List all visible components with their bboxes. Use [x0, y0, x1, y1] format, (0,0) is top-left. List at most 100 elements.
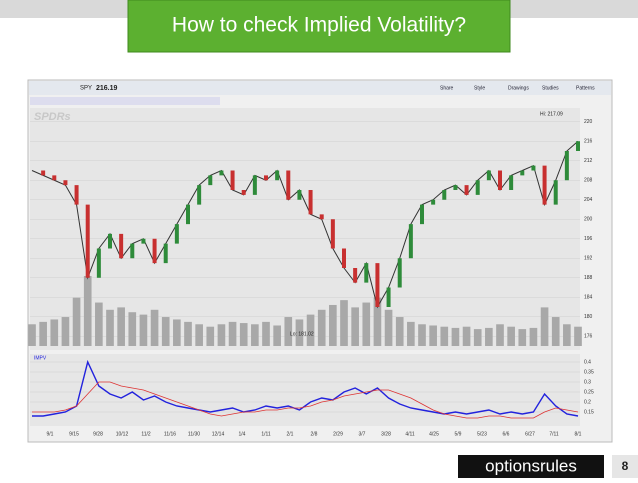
- candle: [431, 199, 436, 205]
- volume-bar: [184, 321, 192, 346]
- high-label: Hi: 217.09: [540, 111, 563, 117]
- candle: [397, 258, 402, 288]
- y2-tick-label: 0.15: [584, 409, 594, 415]
- toolbar-button: Studies: [542, 85, 559, 91]
- candle: [186, 204, 190, 225]
- x-tick-label: 2/29: [333, 431, 343, 437]
- y2-tick-label: 0.35: [584, 369, 594, 375]
- x-tick-label: 2/8: [311, 431, 318, 437]
- candle: [564, 151, 569, 181]
- y2-tick-label: 0.25: [584, 389, 594, 395]
- volume-bar: [273, 325, 281, 346]
- candle: [475, 180, 480, 195]
- y-tick-label: 200: [584, 217, 593, 223]
- page-number: 8: [622, 459, 629, 473]
- y-tick-label: 220: [584, 119, 593, 125]
- toolbar-button: Share: [440, 85, 454, 91]
- x-tick-label: 11/16: [164, 431, 176, 437]
- candle: [52, 175, 57, 181]
- volume-bar: [529, 327, 538, 346]
- volume-bar: [106, 309, 114, 346]
- candle: [197, 185, 202, 205]
- candle: [208, 175, 213, 186]
- candle: [375, 263, 380, 307]
- volume-bar: [507, 326, 515, 346]
- candle: [520, 170, 525, 176]
- candle: [553, 180, 558, 205]
- y-tick-label: 204: [584, 197, 593, 203]
- x-tick-label: 1/4: [239, 431, 246, 437]
- candle: [152, 238, 157, 264]
- volume-bar: [61, 317, 70, 346]
- volume-bar: [50, 319, 59, 346]
- toolbar: [29, 81, 611, 95]
- last-price: 216.19: [96, 85, 118, 92]
- volume-bar: [295, 319, 304, 346]
- y-tick-label: 180: [584, 314, 593, 320]
- volume-bar: [83, 276, 92, 346]
- candle: [74, 185, 79, 205]
- volume-bar: [485, 327, 493, 346]
- x-tick-label: 4/11: [405, 431, 415, 437]
- candle: [408, 224, 413, 259]
- volume-bar: [340, 300, 348, 346]
- volume-bar: [251, 324, 259, 346]
- x-tick-label: 3/28: [381, 431, 391, 437]
- volume-bar: [407, 321, 415, 346]
- y2-tick-label: 0.4: [584, 359, 591, 365]
- lower-pane: [30, 354, 580, 426]
- volume-bar: [496, 324, 504, 346]
- volume-bar: [28, 324, 36, 346]
- candle: [219, 170, 224, 176]
- x-tick-label: 3/7: [359, 431, 366, 437]
- volume-bar: [473, 329, 482, 346]
- iv-line: [32, 359, 579, 417]
- study-bar: [30, 97, 220, 105]
- x-tick-label: 2/1: [287, 431, 294, 437]
- candle: [96, 248, 101, 278]
- candle: [509, 175, 514, 190]
- candle: [342, 248, 346, 268]
- candle: [442, 190, 447, 200]
- x-tick-label: 9/1: [47, 431, 54, 437]
- candle: [174, 224, 179, 244]
- x-tick-label: 9/15: [69, 431, 79, 437]
- y-tick-label: 176: [584, 334, 593, 340]
- candle: [230, 170, 235, 190]
- volume-bar: [117, 307, 125, 346]
- volume-bar: [418, 324, 426, 346]
- legend-label: IMPV: [34, 355, 47, 361]
- toolbar-button: Style: [474, 85, 485, 91]
- volume-bar: [72, 297, 81, 346]
- y-tick-label: 216: [584, 139, 593, 145]
- candle: [330, 219, 335, 249]
- title-box: [127, 0, 511, 53]
- x-tick-label: 6/6: [503, 431, 510, 437]
- x-tick-label: 12/14: [212, 431, 225, 437]
- candle: [576, 141, 580, 151]
- volume-bar: [128, 312, 137, 346]
- volume-bar: [217, 324, 226, 346]
- candle: [119, 233, 124, 259]
- candle: [108, 233, 112, 249]
- candle: [297, 190, 302, 200]
- volume-bar: [563, 324, 571, 346]
- candle: [386, 287, 391, 307]
- volume-bar: [329, 304, 337, 346]
- y-tick-label: 184: [584, 295, 593, 301]
- logo-box: [458, 455, 604, 478]
- y-tick-label: 188: [584, 275, 593, 281]
- x-tick-label: 5/9: [455, 431, 462, 437]
- candle: [241, 190, 246, 195]
- candle: [41, 170, 46, 176]
- iv-line: [32, 381, 579, 419]
- candle: [163, 243, 168, 264]
- candle: [364, 263, 369, 283]
- volume-bar: [228, 321, 237, 346]
- x-tick-label: 4/25: [429, 431, 439, 437]
- candle: [542, 165, 547, 205]
- low-label: Lo: 181.02: [290, 331, 314, 337]
- volume-bar: [195, 324, 203, 346]
- volume-bar: [373, 297, 382, 346]
- volume-bar: [150, 309, 159, 346]
